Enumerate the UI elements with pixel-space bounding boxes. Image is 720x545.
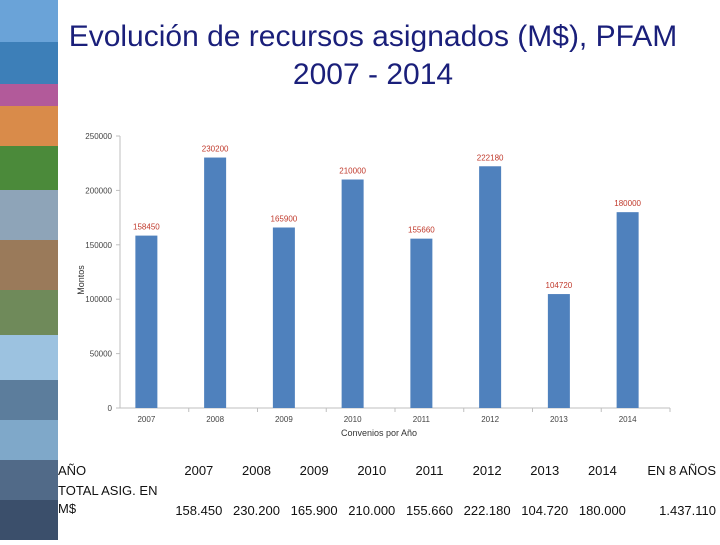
y-tick-label: 0: [108, 404, 113, 413]
year-cell: 2014: [587, 463, 617, 478]
x-tick-label: 2007: [137, 415, 155, 424]
y-tick-label: 250000: [85, 132, 112, 141]
bar: [479, 166, 502, 408]
bar: [341, 179, 364, 408]
amount-cell: 104.720: [521, 503, 569, 518]
bar: [616, 212, 639, 408]
data-label: 155660: [408, 226, 435, 235]
x-tick-label: 2012: [481, 415, 499, 424]
x-tick-label: 2011: [413, 415, 431, 424]
y-tick-label: 100000: [85, 295, 112, 304]
photo-collage-image: [0, 0, 58, 540]
table-row: AÑO 2007 2008 2009 2010 2011 2012 2013 2…: [58, 460, 718, 482]
summary-table: AÑO 2007 2008 2009 2010 2011 2012 2013 2…: [58, 460, 718, 522]
bar: [410, 238, 433, 408]
table-row: TOTAL ASIG. EN M$ 158.450 230.200 165.90…: [58, 482, 718, 522]
y-tick-label: 50000: [90, 350, 113, 359]
data-label: 230200: [202, 145, 229, 154]
bar: [204, 157, 227, 408]
y-tick-label: 200000: [85, 186, 112, 195]
x-tick-label: 2013: [550, 415, 568, 424]
amount-cell: 222.180: [463, 503, 511, 518]
y-tick-label: 150000: [85, 241, 112, 250]
year-cell: 2009: [299, 463, 329, 478]
year-cell: 2013: [530, 463, 560, 478]
amount-cell: 158.450: [175, 503, 223, 518]
data-label: 210000: [339, 167, 366, 176]
amount-cell: 155.660: [405, 503, 453, 518]
year-cell: 2008: [242, 463, 271, 478]
year-header: AÑO: [58, 463, 87, 478]
bar: [135, 235, 158, 408]
amount-cell: 210.000: [348, 503, 396, 518]
x-tick-label: 2008: [206, 415, 224, 424]
data-label: 158450: [133, 223, 160, 232]
bar: [272, 227, 295, 408]
year-cell: 2007: [184, 463, 214, 478]
year-cell: 2011: [415, 463, 444, 478]
data-label: 180000: [614, 199, 641, 208]
data-label: 165900: [271, 215, 298, 224]
row-label: TOTAL ASIG. EN M$: [58, 483, 158, 516]
page-title: Evolución de recursos asignados (M$), PF…: [68, 20, 678, 91]
x-tick-label: 2009: [275, 415, 293, 424]
bar: [547, 294, 570, 408]
year-cell: 2010: [357, 463, 387, 478]
x-tick-label: 2014: [619, 415, 637, 424]
year-cell: 2012: [472, 463, 502, 478]
x-axis-title: Convenios por Año: [341, 428, 417, 438]
amount-cell: 180.000: [578, 503, 626, 518]
photo-strip: [0, 0, 58, 540]
bar-chart: 0 50000 100000 150000 200000 250000 158450 2007…: [76, 132, 671, 438]
data-label: 222180: [477, 153, 504, 162]
amount-cell: 165.900: [290, 503, 338, 518]
data-label: 104720: [546, 281, 573, 290]
total-header: EN 8 AÑOS: [647, 463, 716, 478]
x-tick-label: 2010: [344, 415, 362, 424]
y-axis-title: Montos: [76, 265, 86, 295]
total-amount: 1.437.110: [659, 503, 716, 518]
amount-cell: 230.200: [232, 503, 280, 518]
